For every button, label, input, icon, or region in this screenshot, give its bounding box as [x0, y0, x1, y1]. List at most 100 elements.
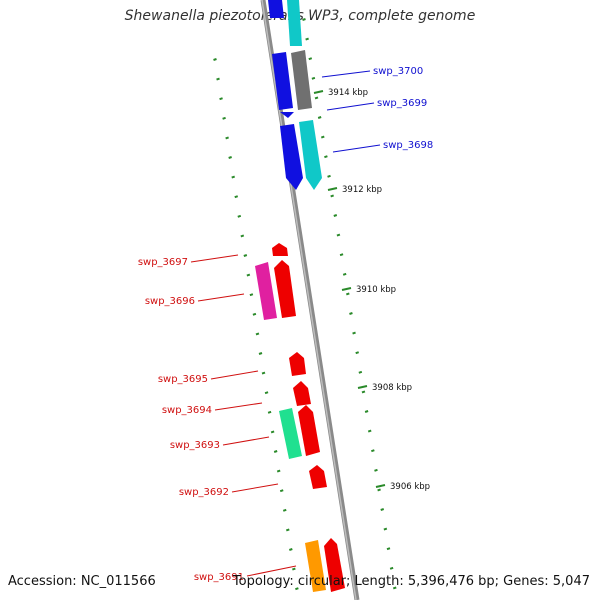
cds-arrow-swp3692 [309, 465, 327, 489]
inner-track-tick [213, 58, 217, 61]
inner-track-tick [261, 371, 266, 375]
outer-track-tick [339, 253, 344, 257]
gene-label-swp-3700: swp_3700 [373, 66, 423, 77]
scale-tick-3906 [375, 484, 386, 488]
inner-track-tick [285, 528, 290, 532]
inner-track-tick [243, 254, 248, 257]
inner-track-tick [237, 214, 242, 218]
inner-track-tick [225, 136, 229, 140]
cds-arrow-swp3691-orange [305, 540, 326, 592]
outer-track-tick [364, 410, 369, 413]
inner-tick-track [213, 58, 299, 591]
outer-track-tick [333, 214, 338, 217]
cds-arrow-swp3698-cyan [299, 120, 322, 190]
genome-backbone-highlight [261, 0, 357, 600]
outer-track-tick [367, 429, 372, 433]
outer-track-tick [383, 527, 388, 531]
outer-track-tick [386, 547, 391, 551]
outer-track-tick [361, 390, 366, 394]
outer-track-tick [314, 96, 319, 100]
leader-swp-3693 [222, 436, 270, 446]
outer-track-tick [342, 272, 347, 276]
cds-arrow-swp3695 [289, 352, 306, 376]
gene-label-swp-3693: swp_3693 [170, 440, 220, 451]
cds-arrow-swp3696-red [274, 260, 296, 318]
inner-track-tick [234, 195, 239, 199]
inner-track-tick [288, 548, 293, 551]
inner-track-tick [295, 587, 299, 591]
inner-track-tick [273, 450, 278, 453]
gene-label-swp-3696: swp_3696 [145, 296, 195, 307]
outer-track-tick [392, 586, 397, 590]
cds-arrow-swp3691-red [324, 538, 345, 592]
inner-track-tick [267, 410, 272, 414]
leader-swp-3695 [210, 370, 259, 380]
gene-label-swp-3692: swp_3692 [179, 487, 229, 498]
outer-track-tick [380, 508, 385, 511]
inner-track-tick [279, 489, 284, 493]
outer-track-tick [374, 468, 378, 472]
outer-track-tick [345, 292, 350, 296]
scale-tick-3910 [341, 287, 352, 291]
gene-label-swp-3691: swp_3691 [194, 572, 244, 583]
cds-arrow-swp3698-blue [280, 124, 303, 190]
outer-track-tick [330, 194, 334, 198]
inner-track-tick [252, 312, 257, 316]
leader-swp-3696 [197, 293, 245, 302]
outer-track-tick [317, 116, 322, 119]
inner-track-tick [240, 234, 245, 238]
outer-track-tick [355, 351, 360, 355]
scale-tick-3914 [313, 90, 324, 94]
inner-track-tick [231, 175, 236, 179]
outer-track-tick [305, 37, 309, 41]
inner-track-tick [222, 116, 226, 120]
outer-track-tick [302, 18, 306, 21]
inner-track-tick [292, 567, 296, 571]
inner-track-tick [276, 469, 281, 473]
cds-arrow-swp3694 [293, 381, 311, 406]
scale-label-3914: 3914 kbp [328, 88, 368, 98]
scale-label-3912: 3912 kbp [342, 185, 382, 195]
cds-arrow-top-blue [268, 0, 284, 18]
outer-track-tick [371, 449, 375, 453]
outer-track-tick [352, 331, 356, 335]
leader-swp-3699 [326, 102, 375, 111]
outer-tick-track [302, 18, 397, 590]
gene-label-swp-3698: swp_3698 [383, 140, 433, 151]
leader-swp-3694 [214, 402, 263, 411]
gene-label-swp-3695: swp_3695 [158, 374, 208, 385]
gene-label-swp-3697: swp_3697 [138, 257, 188, 268]
accession-text: Accession: NC_011566 [8, 574, 156, 589]
inner-track-tick [255, 332, 260, 336]
inner-track-tick [258, 352, 263, 355]
leader-swp-3692 [231, 483, 279, 493]
cds-arrow-swp3699-head [280, 112, 294, 118]
outer-track-tick [324, 155, 328, 159]
outer-track-tick [308, 57, 313, 61]
scale-tick-3908 [357, 385, 368, 389]
outer-track-tick [389, 566, 394, 570]
inner-track-tick [249, 293, 254, 297]
scale-label-3908: 3908 kbp [372, 383, 412, 393]
scale-tick-3912 [327, 187, 338, 191]
scale-label-3910: 3910 kbp [356, 285, 396, 295]
outer-track-tick [327, 174, 331, 178]
leader-swp-3691 [246, 565, 297, 577]
cds-arrow-swp3699-blue [272, 52, 293, 110]
cds-arrow-swp3693-green [279, 408, 302, 459]
inner-track-tick [246, 273, 251, 277]
leader-swp-3697 [190, 254, 239, 263]
genome-summary-text: Topology: circular; Length: 5,396,476 bp… [232, 574, 590, 589]
inner-track-tick [282, 508, 287, 512]
scale-label-3906: 3906 kbp [390, 482, 430, 492]
gene-label-swp-3699: swp_3699 [377, 98, 427, 109]
cds-arrow-swp3696-magenta [255, 262, 277, 320]
leader-swp-3700 [321, 70, 371, 78]
leader-swp-3698 [332, 144, 381, 153]
inner-track-tick [264, 391, 269, 395]
inner-track-tick [228, 156, 232, 159]
cds-arrow-swp3700-gray [291, 50, 312, 110]
cds-arrow-top-cyan [287, 0, 302, 46]
inner-track-tick [270, 430, 275, 434]
